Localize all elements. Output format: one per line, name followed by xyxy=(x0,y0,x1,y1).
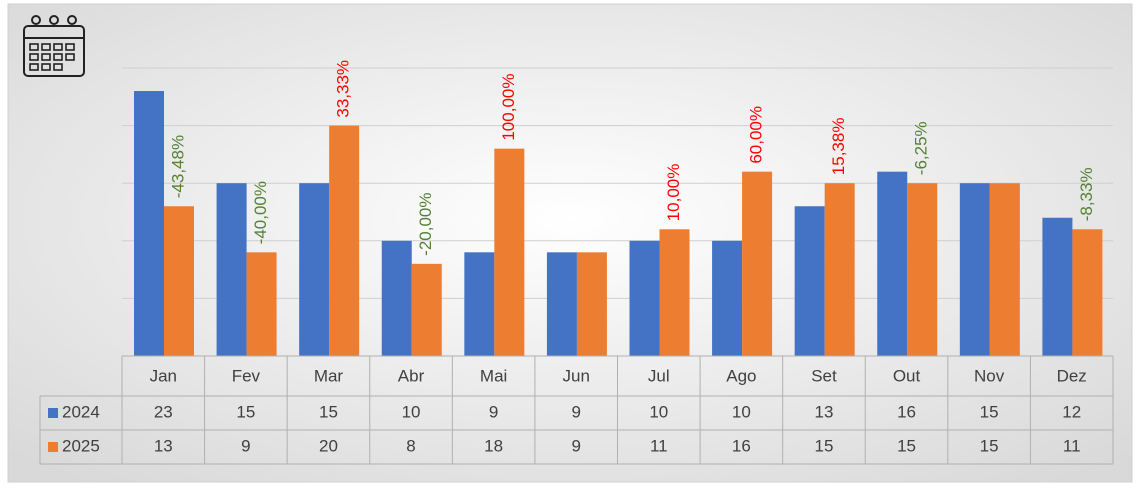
table-value: 20 xyxy=(319,436,338,455)
change-label: 100,00% xyxy=(499,74,518,141)
table-value: 13 xyxy=(814,402,833,421)
x-tick-label: Fev xyxy=(232,366,261,385)
x-tick-label: Abr xyxy=(398,366,425,385)
table-value: 11 xyxy=(650,436,668,455)
bar xyxy=(134,91,164,356)
table-value: 15 xyxy=(980,402,999,421)
table-value: 13 xyxy=(154,436,173,455)
bar xyxy=(464,252,495,356)
change-label: 33,33% xyxy=(334,60,353,118)
table-value: 15 xyxy=(319,402,338,421)
change-label: 60,00% xyxy=(747,106,766,164)
table-value: 16 xyxy=(897,402,916,421)
calendar-icon xyxy=(23,15,85,77)
chart-background xyxy=(7,3,1133,483)
table-value: 10 xyxy=(649,402,668,421)
change-label: 15,38% xyxy=(829,118,848,176)
x-tick-label: Jul xyxy=(648,366,670,385)
table-value: 15 xyxy=(897,436,916,455)
bar xyxy=(1042,217,1073,356)
x-tick-label: Dez xyxy=(1057,366,1087,385)
bar xyxy=(659,229,690,356)
bar xyxy=(216,183,247,356)
table-value: 11 xyxy=(1063,436,1081,455)
bar xyxy=(824,183,855,356)
change-label: -6,25% xyxy=(912,121,931,175)
bar xyxy=(381,240,412,356)
table-value: 9 xyxy=(571,402,580,421)
x-tick-label: Set xyxy=(811,366,837,385)
change-label: -40,00% xyxy=(251,181,270,244)
bar xyxy=(877,171,908,356)
table-value: 9 xyxy=(489,402,498,421)
change-label: -8,33% xyxy=(1077,167,1096,221)
table-value: 9 xyxy=(241,436,250,455)
bar xyxy=(742,171,773,356)
x-tick-label: Out xyxy=(893,366,921,385)
x-tick-label: Mai xyxy=(480,366,507,385)
x-tick-label: Ago xyxy=(726,366,756,385)
bar xyxy=(494,148,525,356)
change-label: -43,48% xyxy=(168,135,187,198)
table-value: 15 xyxy=(236,402,255,421)
bar xyxy=(794,206,825,356)
x-tick-label: Mar xyxy=(314,366,344,385)
table-value: 23 xyxy=(154,402,173,421)
change-label: 10,00% xyxy=(664,164,683,222)
bar xyxy=(907,183,938,356)
bar xyxy=(576,252,607,356)
table-value: 16 xyxy=(732,436,751,455)
change-label: -20,00% xyxy=(416,193,435,256)
table-value: 15 xyxy=(980,436,999,455)
bar xyxy=(546,252,577,356)
table-value: 8 xyxy=(406,436,415,455)
legend-swatch xyxy=(48,442,58,452)
bar xyxy=(712,240,743,356)
bar xyxy=(411,263,442,356)
x-tick-label: Jan xyxy=(150,366,177,385)
table-value: 10 xyxy=(732,402,751,421)
table-value: 15 xyxy=(814,436,833,455)
legend-swatch xyxy=(48,408,58,418)
table-value: 10 xyxy=(402,402,421,421)
table-value: 12 xyxy=(1062,402,1081,421)
x-tick-label: Nov xyxy=(974,366,1005,385)
bar xyxy=(989,183,1020,356)
bar xyxy=(164,206,194,356)
legend-label: 2024 xyxy=(62,402,100,421)
bar xyxy=(959,183,990,356)
bar xyxy=(299,183,330,356)
bar xyxy=(329,125,360,356)
bar xyxy=(246,252,277,356)
legend-label: 2025 xyxy=(62,436,100,455)
bar xyxy=(1072,229,1103,356)
table-value: 18 xyxy=(484,436,503,455)
x-tick-label: Jun xyxy=(562,366,589,385)
bar xyxy=(629,240,660,356)
table-value: 9 xyxy=(571,436,580,455)
